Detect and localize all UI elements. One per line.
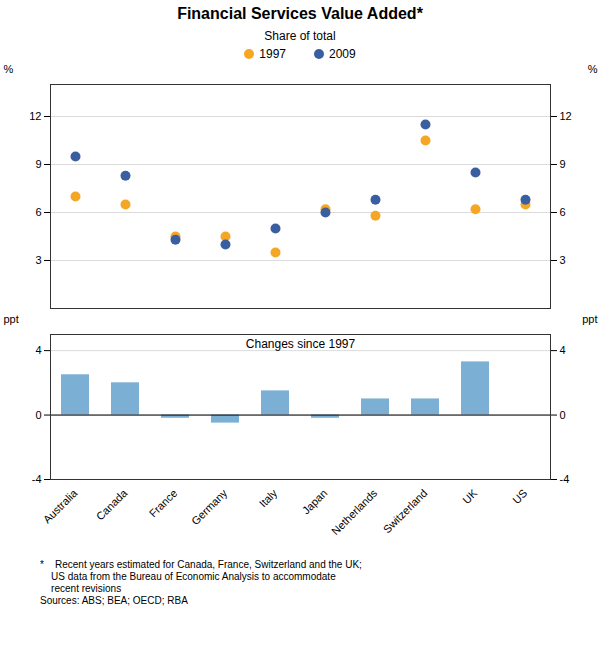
svg-text:France: France — [147, 487, 180, 520]
svg-text:Changes since 1997: Changes since 1997 — [246, 337, 356, 351]
svg-text:-4: -4 — [32, 473, 42, 485]
svg-text:6: 6 — [35, 206, 41, 218]
html-text:US data from the Bureau of Eco: US data from the Bureau of Economic Anal… — [40, 571, 336, 582]
svg-text:12: 12 — [29, 110, 41, 122]
svg-text:Netherlands: Netherlands — [329, 486, 380, 537]
html-text:1997: 1997 — [259, 47, 286, 61]
svg-text:%: % — [588, 63, 598, 75]
svg-text:4: 4 — [35, 344, 41, 356]
svg-text:Germany: Germany — [189, 486, 230, 527]
svg-text:12: 12 — [560, 110, 572, 122]
svg-text:3: 3 — [560, 254, 566, 266]
svg-text:Italy: Italy — [257, 486, 280, 509]
svg-text:0: 0 — [35, 409, 41, 421]
svg-text:9: 9 — [560, 158, 566, 170]
svg-text:9: 9 — [35, 158, 41, 170]
svg-text:ppt: ppt — [4, 313, 19, 325]
svg-text:ppt: ppt — [582, 313, 597, 325]
html-text:2009: 2009 — [329, 47, 356, 61]
html-text:* Recent years estimated for C: * Recent years estimated for Canada, Fra… — [40, 559, 362, 570]
svg-text:%: % — [4, 63, 14, 75]
svg-text:Switzerland: Switzerland — [381, 487, 430, 536]
svg-text:4: 4 — [560, 344, 566, 356]
svg-text:3: 3 — [35, 254, 41, 266]
svg-text:-4: -4 — [560, 473, 570, 485]
html-text:Share of total: Share of total — [264, 29, 336, 43]
svg-text:Canada: Canada — [94, 486, 130, 522]
svg-text:Australia: Australia — [41, 486, 80, 525]
svg-text:US: US — [510, 487, 529, 506]
svg-text:Japan: Japan — [300, 487, 330, 517]
html-text:Sources: ABS; BEA; OECD; RBA: Sources: ABS; BEA; OECD; RBA — [40, 595, 188, 606]
html-text:Financial Services Value Added: Financial Services Value Added* — [177, 5, 423, 22]
svg-text:6: 6 — [560, 206, 566, 218]
svg-text:UK: UK — [460, 486, 480, 506]
html-text:recent revisions: recent revisions — [40, 583, 122, 594]
svg-text:0: 0 — [560, 409, 566, 421]
